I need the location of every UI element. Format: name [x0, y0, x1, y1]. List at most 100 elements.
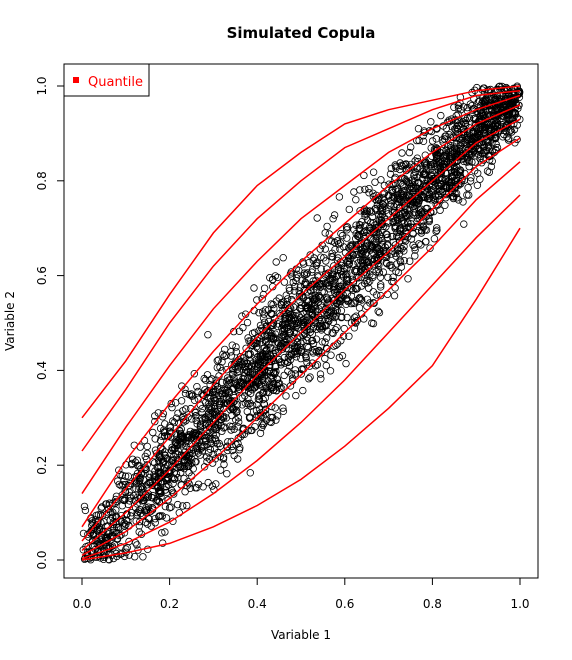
- scatter-point: [129, 491, 138, 500]
- scatter-point: [354, 259, 362, 267]
- scatter-point: [188, 392, 196, 400]
- scatter-point: [261, 405, 270, 413]
- scatter-point: [374, 265, 383, 274]
- scatter-point: [350, 188, 358, 196]
- scatter-point: [200, 374, 208, 383]
- scatter-point: [317, 253, 325, 261]
- scatter-point: [483, 142, 491, 150]
- scatter-point: [206, 376, 214, 384]
- scatter-point: [419, 222, 427, 230]
- scatter-point: [241, 392, 249, 400]
- scatter-point: [277, 299, 286, 307]
- scatter-point: [407, 201, 415, 209]
- scatter-point: [160, 432, 169, 440]
- scatter-point: [335, 300, 343, 308]
- scatter-point: [180, 474, 188, 483]
- scatter-point: [174, 409, 182, 417]
- x-tick-label: 0.8: [423, 597, 442, 611]
- scatter-point: [383, 233, 392, 242]
- scatter-point: [201, 434, 209, 442]
- scatter-point: [482, 123, 491, 132]
- scatter-point: [303, 317, 311, 325]
- scatter-point: [415, 210, 423, 218]
- scatter-point: [399, 216, 407, 225]
- scatter-point: [421, 128, 429, 137]
- scatter-point: [292, 391, 300, 400]
- scatter-point: [261, 306, 270, 314]
- scatter-point: [305, 375, 313, 383]
- scatter-point: [260, 358, 269, 367]
- scatter-point: [228, 385, 237, 393]
- scatter-point: [369, 273, 377, 281]
- scatter-point: [148, 506, 157, 514]
- scatter-point: [330, 296, 338, 304]
- scatter-point: [259, 389, 267, 397]
- scatter-point: [175, 426, 184, 435]
- scatter-point: [248, 329, 257, 338]
- scatter-point: [465, 162, 473, 171]
- quantile-curve: [81, 94, 521, 495]
- scatter-point: [451, 189, 459, 198]
- scatter-point: [427, 176, 436, 184]
- scatter-point: [155, 512, 163, 521]
- scatter-point: [179, 418, 188, 426]
- scatter-point: [295, 266, 303, 274]
- scatter-point: [329, 307, 338, 315]
- scatter-point: [228, 422, 236, 431]
- scatter-point: [90, 524, 98, 532]
- scatter-point: [463, 103, 472, 112]
- scatter-point: [483, 167, 492, 175]
- scatter-point: [131, 458, 140, 466]
- scatter-point: [491, 119, 500, 128]
- scatter-point: [257, 412, 265, 420]
- scatter-point: [345, 332, 353, 340]
- scatter-point: [343, 223, 351, 231]
- scatter-point: [83, 548, 92, 556]
- scatter-point: [323, 222, 331, 231]
- scatter-point: [321, 354, 329, 363]
- scatter-point: [501, 123, 510, 132]
- scatter-point: [419, 170, 427, 179]
- scatter-point: [178, 441, 186, 449]
- scatter-point: [333, 285, 341, 294]
- scatter-point: [228, 446, 237, 455]
- scatter-point: [421, 238, 430, 246]
- scatter-point: [95, 542, 103, 550]
- scatter-point: [391, 284, 399, 292]
- scatter-point: [147, 522, 155, 530]
- scatter-point: [309, 295, 317, 303]
- scatter-point: [166, 422, 174, 430]
- scatter-point: [410, 208, 418, 217]
- scatter-point: [450, 164, 459, 172]
- scatter-point: [209, 450, 217, 458]
- scatter-point: [279, 254, 287, 262]
- scatter-point: [254, 352, 262, 361]
- scatter-point: [123, 544, 131, 552]
- scatter-point: [282, 392, 290, 400]
- scatter-point: [229, 327, 238, 336]
- scatter-point: [428, 177, 436, 185]
- scatter-point: [352, 234, 360, 243]
- scatter-point: [374, 223, 383, 231]
- scatter-point: [325, 307, 334, 316]
- scatter-point: [364, 279, 372, 287]
- scatter-point: [117, 512, 125, 520]
- scatter-point: [365, 188, 373, 197]
- scatter-point: [299, 318, 308, 326]
- scatter-point: [281, 332, 289, 340]
- scatter-point: [227, 348, 235, 356]
- scatter-point: [464, 136, 472, 144]
- scatter-point: [465, 191, 473, 199]
- scatter-point: [369, 319, 378, 328]
- scatter-point: [377, 291, 385, 300]
- scatter-point: [301, 350, 310, 359]
- scatter-point: [220, 345, 229, 354]
- scatter-point: [229, 405, 237, 414]
- scatter-point: [345, 257, 353, 265]
- scatter-point: [391, 249, 399, 257]
- scatter-point: [476, 175, 484, 183]
- scatter-point: [309, 323, 318, 331]
- scatter-point: [204, 394, 212, 402]
- scatter-point: [325, 317, 333, 325]
